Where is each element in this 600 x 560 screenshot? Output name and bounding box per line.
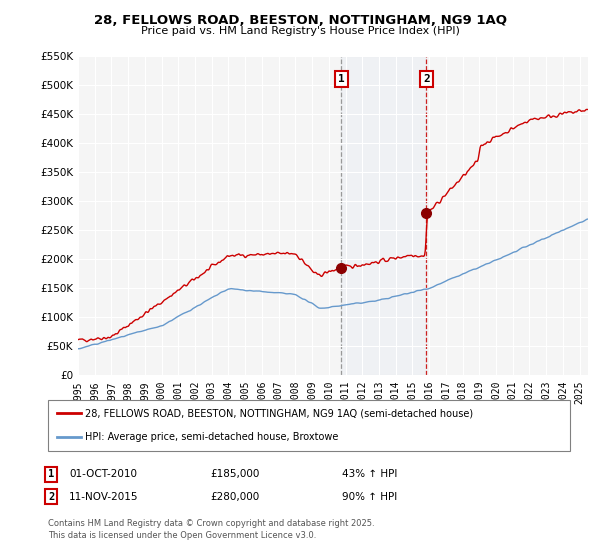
Text: 2: 2 (423, 74, 430, 84)
Text: 01-OCT-2010: 01-OCT-2010 (69, 469, 137, 479)
Text: 28, FELLOWS ROAD, BEESTON, NOTTINGHAM, NG9 1AQ: 28, FELLOWS ROAD, BEESTON, NOTTINGHAM, N… (94, 14, 506, 27)
Bar (341, 56, 427, 375)
Text: 43% ↑ HPI: 43% ↑ HPI (342, 469, 397, 479)
Text: £185,000: £185,000 (210, 469, 259, 479)
Text: This data is licensed under the Open Government Licence v3.0.: This data is licensed under the Open Gov… (48, 531, 316, 540)
Text: 28, FELLOWS ROAD, BEESTON, NOTTINGHAM, NG9 1AQ (semi-detached house): 28, FELLOWS ROAD, BEESTON, NOTTINGHAM, N… (85, 408, 473, 418)
Text: Price paid vs. HM Land Registry's House Price Index (HPI): Price paid vs. HM Land Registry's House … (140, 26, 460, 36)
Text: 1: 1 (48, 469, 54, 479)
Text: 11-NOV-2015: 11-NOV-2015 (69, 492, 139, 502)
Text: HPI: Average price, semi-detached house, Broxtowe: HPI: Average price, semi-detached house,… (85, 432, 338, 442)
Text: 1: 1 (338, 74, 345, 84)
Text: Contains HM Land Registry data © Crown copyright and database right 2025.: Contains HM Land Registry data © Crown c… (48, 519, 374, 528)
Text: 2: 2 (48, 492, 54, 502)
Text: 90% ↑ HPI: 90% ↑ HPI (342, 492, 397, 502)
Text: £280,000: £280,000 (210, 492, 259, 502)
